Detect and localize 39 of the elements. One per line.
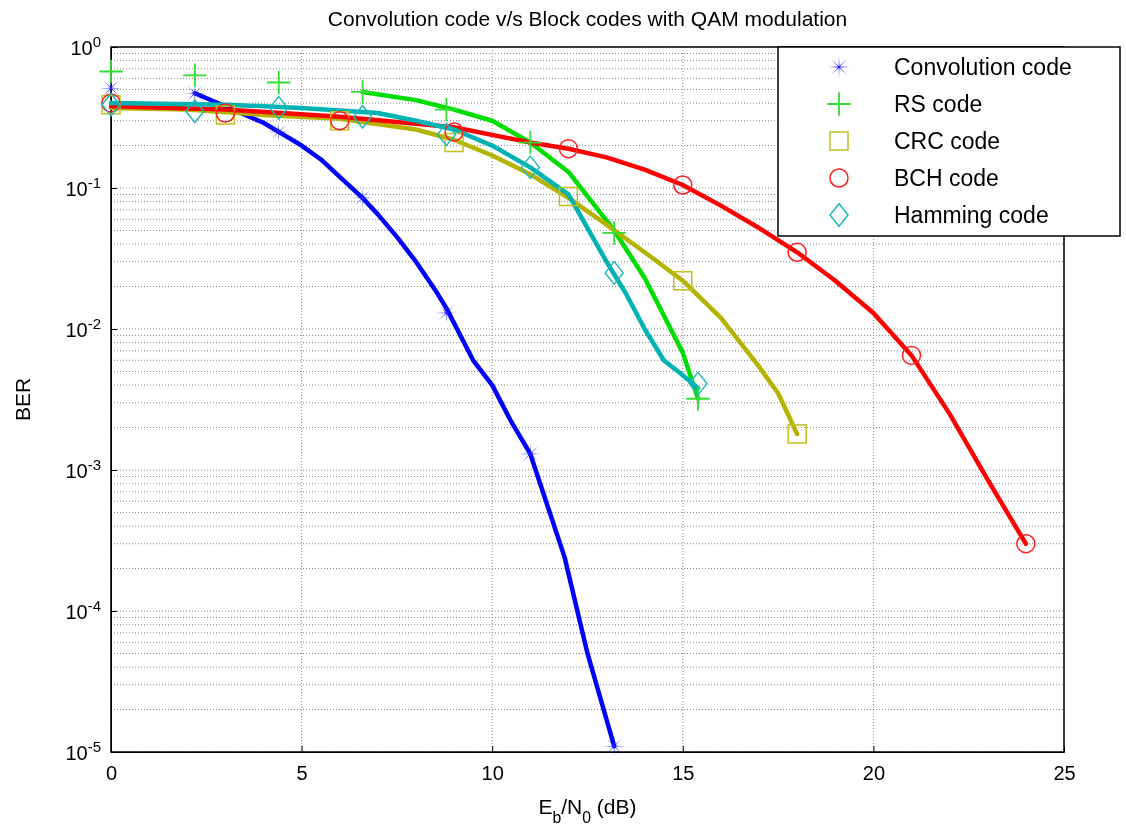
x-tick-label: 10	[481, 762, 504, 785]
point	[558, 186, 579, 207]
point	[183, 63, 207, 87]
point	[268, 95, 289, 120]
point	[185, 99, 205, 124]
x-tick-label: 15	[672, 762, 695, 785]
y-tick-label: 10$^{-1}$	[65, 173, 101, 200]
point	[901, 345, 922, 366]
legend-label: RS code	[894, 91, 983, 118]
point	[688, 371, 708, 396]
point	[673, 175, 693, 195]
point	[602, 221, 626, 245]
point	[1016, 533, 1036, 554]
point	[436, 122, 457, 147]
point	[604, 260, 624, 285]
point	[686, 387, 710, 411]
point	[558, 138, 579, 159]
x-tick-label: 0	[105, 762, 118, 785]
x-tick-label: 25	[1053, 762, 1076, 785]
y-tick-label: 10$^{-4}$	[65, 596, 101, 623]
legend-label: BCH code	[894, 165, 999, 192]
y-tick-label: 10$^{0}$	[70, 32, 101, 59]
x-tick-label: 5	[296, 762, 308, 785]
point	[673, 270, 693, 291]
y-tick-label: 10$^{-2}$	[65, 314, 101, 341]
x-tick-label: 20	[862, 762, 886, 785]
y-axis-title: BER	[11, 377, 34, 422]
point	[352, 104, 373, 129]
legend-label: Hamming code	[894, 202, 1049, 229]
point	[787, 424, 807, 444]
point	[444, 132, 464, 153]
y-tick-label: 10$^{-5}$	[65, 737, 101, 764]
point	[520, 155, 541, 180]
legend-label: Convolution code	[894, 54, 1072, 81]
y-tick-label: 10$^{-3}$	[65, 455, 101, 482]
legend-label: CRC code	[894, 128, 1001, 155]
x-axis-title: E$_{b}$/N$_{0}$ (dB)	[538, 795, 637, 826]
point	[787, 242, 807, 263]
chart-title: Convolution code v/s Block codes with QAM modulation	[327, 7, 848, 30]
